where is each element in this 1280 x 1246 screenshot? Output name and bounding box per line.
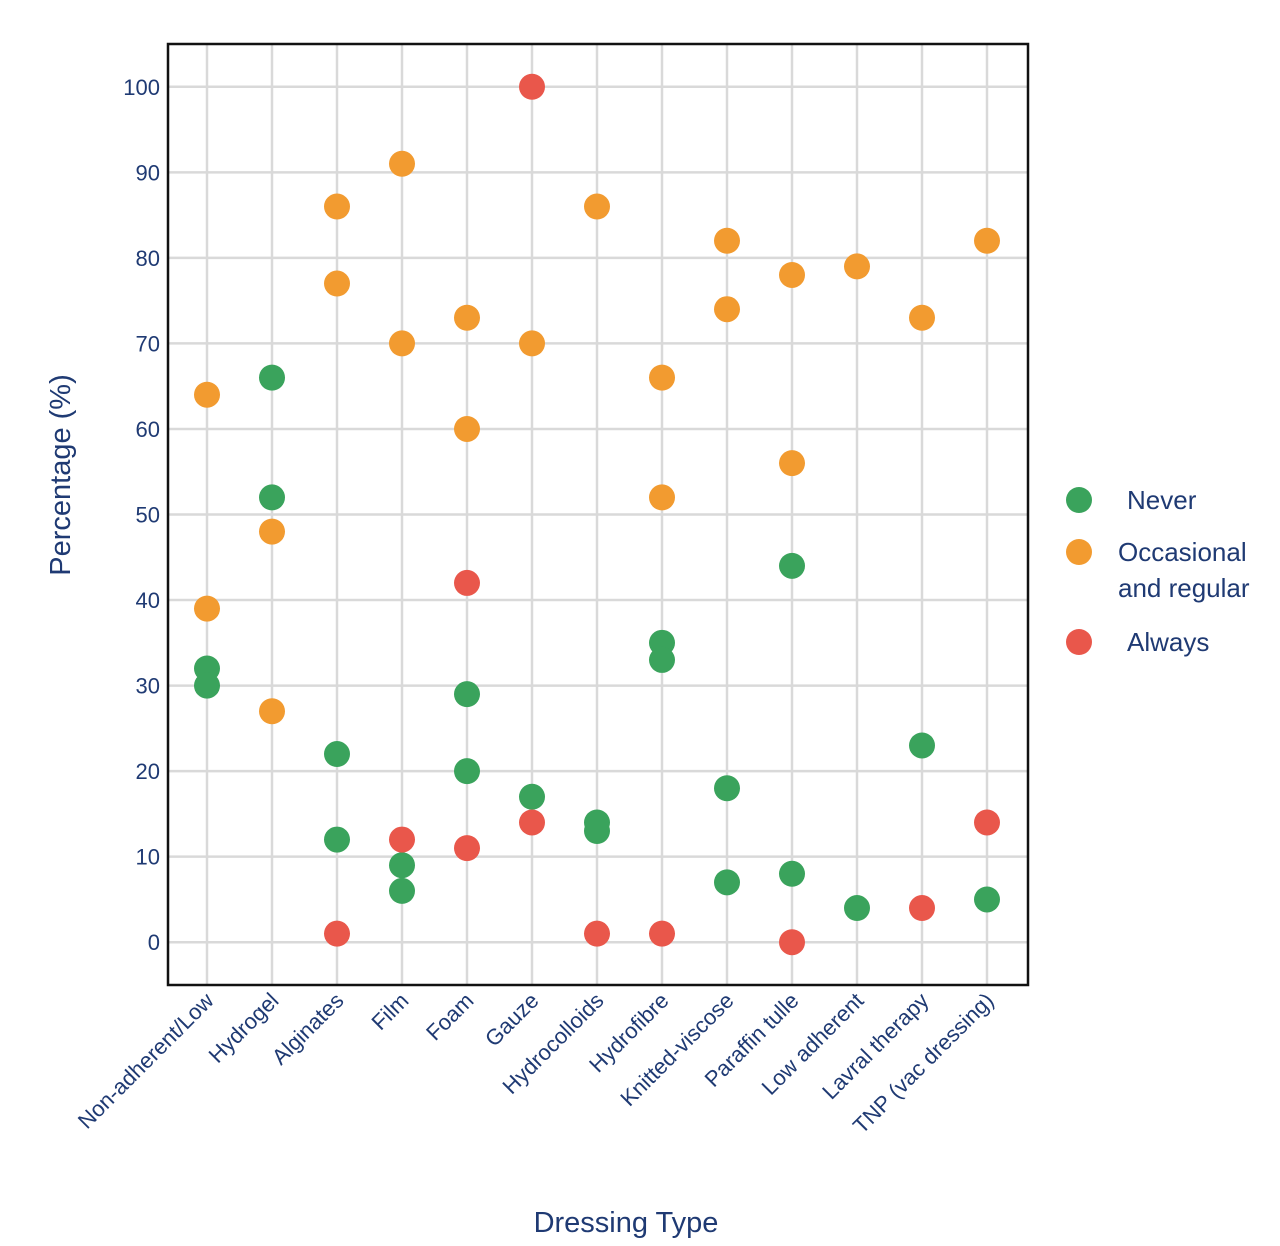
data-point <box>974 886 1000 913</box>
y-tick-label: 100 <box>123 75 160 100</box>
y-tick-label: 20 <box>136 759 160 784</box>
data-point <box>324 920 350 947</box>
data-point <box>389 150 415 177</box>
y-tick-label: 60 <box>136 417 160 442</box>
y-tick-label: 50 <box>136 503 160 528</box>
data-point <box>324 826 350 853</box>
data-point <box>649 646 675 673</box>
data-point <box>454 681 480 708</box>
legend-marker <box>1066 487 1092 513</box>
legend-marker <box>1066 539 1092 565</box>
data-point <box>714 227 740 254</box>
x-tick-label: Non-adherent/Low <box>73 988 219 1134</box>
data-point <box>844 253 870 280</box>
legend: Never Occasional and regular Always <box>1066 485 1250 657</box>
y-tick-label: 10 <box>136 845 160 870</box>
data-point <box>389 330 415 357</box>
data-point <box>259 364 285 391</box>
data-point <box>779 552 805 579</box>
data-point <box>779 860 805 887</box>
data-point <box>519 809 545 836</box>
data-point <box>779 929 805 956</box>
data-point <box>454 569 480 596</box>
x-tick-label: Foam <box>421 988 478 1045</box>
data-point <box>649 484 675 511</box>
data-point <box>844 895 870 922</box>
y-tick-label: 70 <box>136 331 160 356</box>
x-tick-label: Knitted-viscose <box>615 988 738 1111</box>
data-point <box>259 698 285 725</box>
y-tick-label: 40 <box>136 588 160 613</box>
data-point <box>974 809 1000 836</box>
data-point <box>714 775 740 802</box>
data-point <box>324 741 350 768</box>
x-tick-label: Gauze <box>480 988 544 1052</box>
data-point <box>714 296 740 323</box>
data-point <box>519 73 545 100</box>
data-point <box>909 732 935 759</box>
data-point <box>584 193 610 220</box>
x-tick-label: Alginates <box>267 988 349 1070</box>
data-point <box>389 852 415 879</box>
y-axis-title: Percentage (%) <box>45 374 77 576</box>
data-point <box>909 304 935 331</box>
data-point <box>584 920 610 947</box>
data-point <box>519 783 545 810</box>
data-point <box>259 484 285 511</box>
data-point <box>454 415 480 442</box>
data-point <box>454 304 480 331</box>
data-point <box>974 227 1000 254</box>
data-point <box>779 261 805 288</box>
legend-label: Occasional <box>1118 537 1247 567</box>
y-tick-label: 90 <box>136 160 160 185</box>
y-axis-ticks: 0 10 20 30 40 50 60 70 80 90 100 <box>123 75 160 955</box>
data-point <box>389 826 415 853</box>
legend-label: Always <box>1127 627 1209 657</box>
legend-label: Never <box>1127 485 1197 515</box>
data-point <box>259 518 285 545</box>
data-point <box>194 672 220 699</box>
data-point <box>389 877 415 904</box>
data-point <box>584 818 610 845</box>
data-point <box>194 381 220 408</box>
data-point <box>454 758 480 785</box>
data-point <box>454 835 480 862</box>
data-point <box>714 869 740 896</box>
y-tick-label: 30 <box>136 674 160 699</box>
plot-frame <box>166 42 1030 987</box>
data-point <box>194 595 220 622</box>
y-tick-label: 0 <box>148 930 160 955</box>
data-points <box>194 73 1000 956</box>
data-point <box>909 895 935 922</box>
data-point <box>324 193 350 220</box>
data-point <box>519 330 545 357</box>
x-tick-label: Film <box>366 988 413 1035</box>
y-tick-label: 80 <box>136 246 160 271</box>
data-point <box>649 920 675 947</box>
data-point <box>779 450 805 477</box>
legend-label: and regular <box>1118 573 1250 603</box>
legend-marker <box>1066 629 1092 655</box>
data-point <box>649 364 675 391</box>
data-point <box>324 270 350 297</box>
x-axis-title: Dressing Type <box>534 1207 719 1239</box>
